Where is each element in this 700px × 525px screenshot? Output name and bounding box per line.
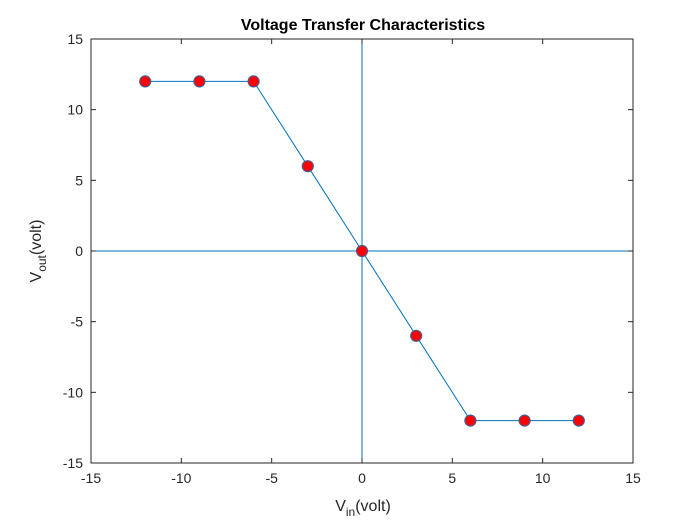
data-point <box>355 244 369 258</box>
x-axis-label-rest: (volt) <box>355 498 391 515</box>
y-axis-label-sub: out <box>35 254 49 271</box>
y-tick-label: 5 <box>75 172 83 188</box>
data-markers <box>139 75 585 427</box>
x-axis-label: Vin(volt) <box>335 498 391 519</box>
x-tick-label: -10 <box>171 470 191 486</box>
x-tick-label: -15 <box>81 470 101 486</box>
y-tick-labels: -15 -10 -5 0 5 10 15 <box>63 31 83 471</box>
chart-title: Voltage Transfer Characteristics <box>241 17 485 34</box>
y-tick-label: -10 <box>63 384 83 400</box>
y-tick-label: 0 <box>75 243 83 259</box>
y-axis-label-rest: (volt) <box>28 220 45 256</box>
data-point <box>301 160 314 173</box>
y-axis-label-main: V <box>28 271 45 282</box>
x-axis-label-main: V <box>335 498 346 515</box>
x-tick-label: -5 <box>265 470 278 486</box>
data-point <box>518 414 531 427</box>
x-axis-label-sub: in <box>346 505 355 519</box>
y-tick-label: 10 <box>67 102 83 118</box>
x-tick-label: 5 <box>448 470 456 486</box>
x-tick-label: 10 <box>535 470 551 486</box>
x-tick-label: 15 <box>625 470 641 486</box>
data-point <box>410 329 423 342</box>
data-point <box>464 414 477 427</box>
data-point <box>572 414 585 427</box>
y-tick-label: -5 <box>71 314 84 330</box>
axis-ticks <box>90 38 634 464</box>
y-tick-label: -15 <box>63 455 83 471</box>
y-axis-label: Vout(volt) <box>28 220 49 283</box>
y-tick-label: 15 <box>67 31 83 47</box>
data-point <box>193 75 206 88</box>
x-tick-label: 0 <box>358 470 366 486</box>
data-point <box>247 75 260 88</box>
x-tick-labels: -15 -10 -5 0 5 10 15 <box>81 470 641 486</box>
data-point <box>139 75 152 88</box>
